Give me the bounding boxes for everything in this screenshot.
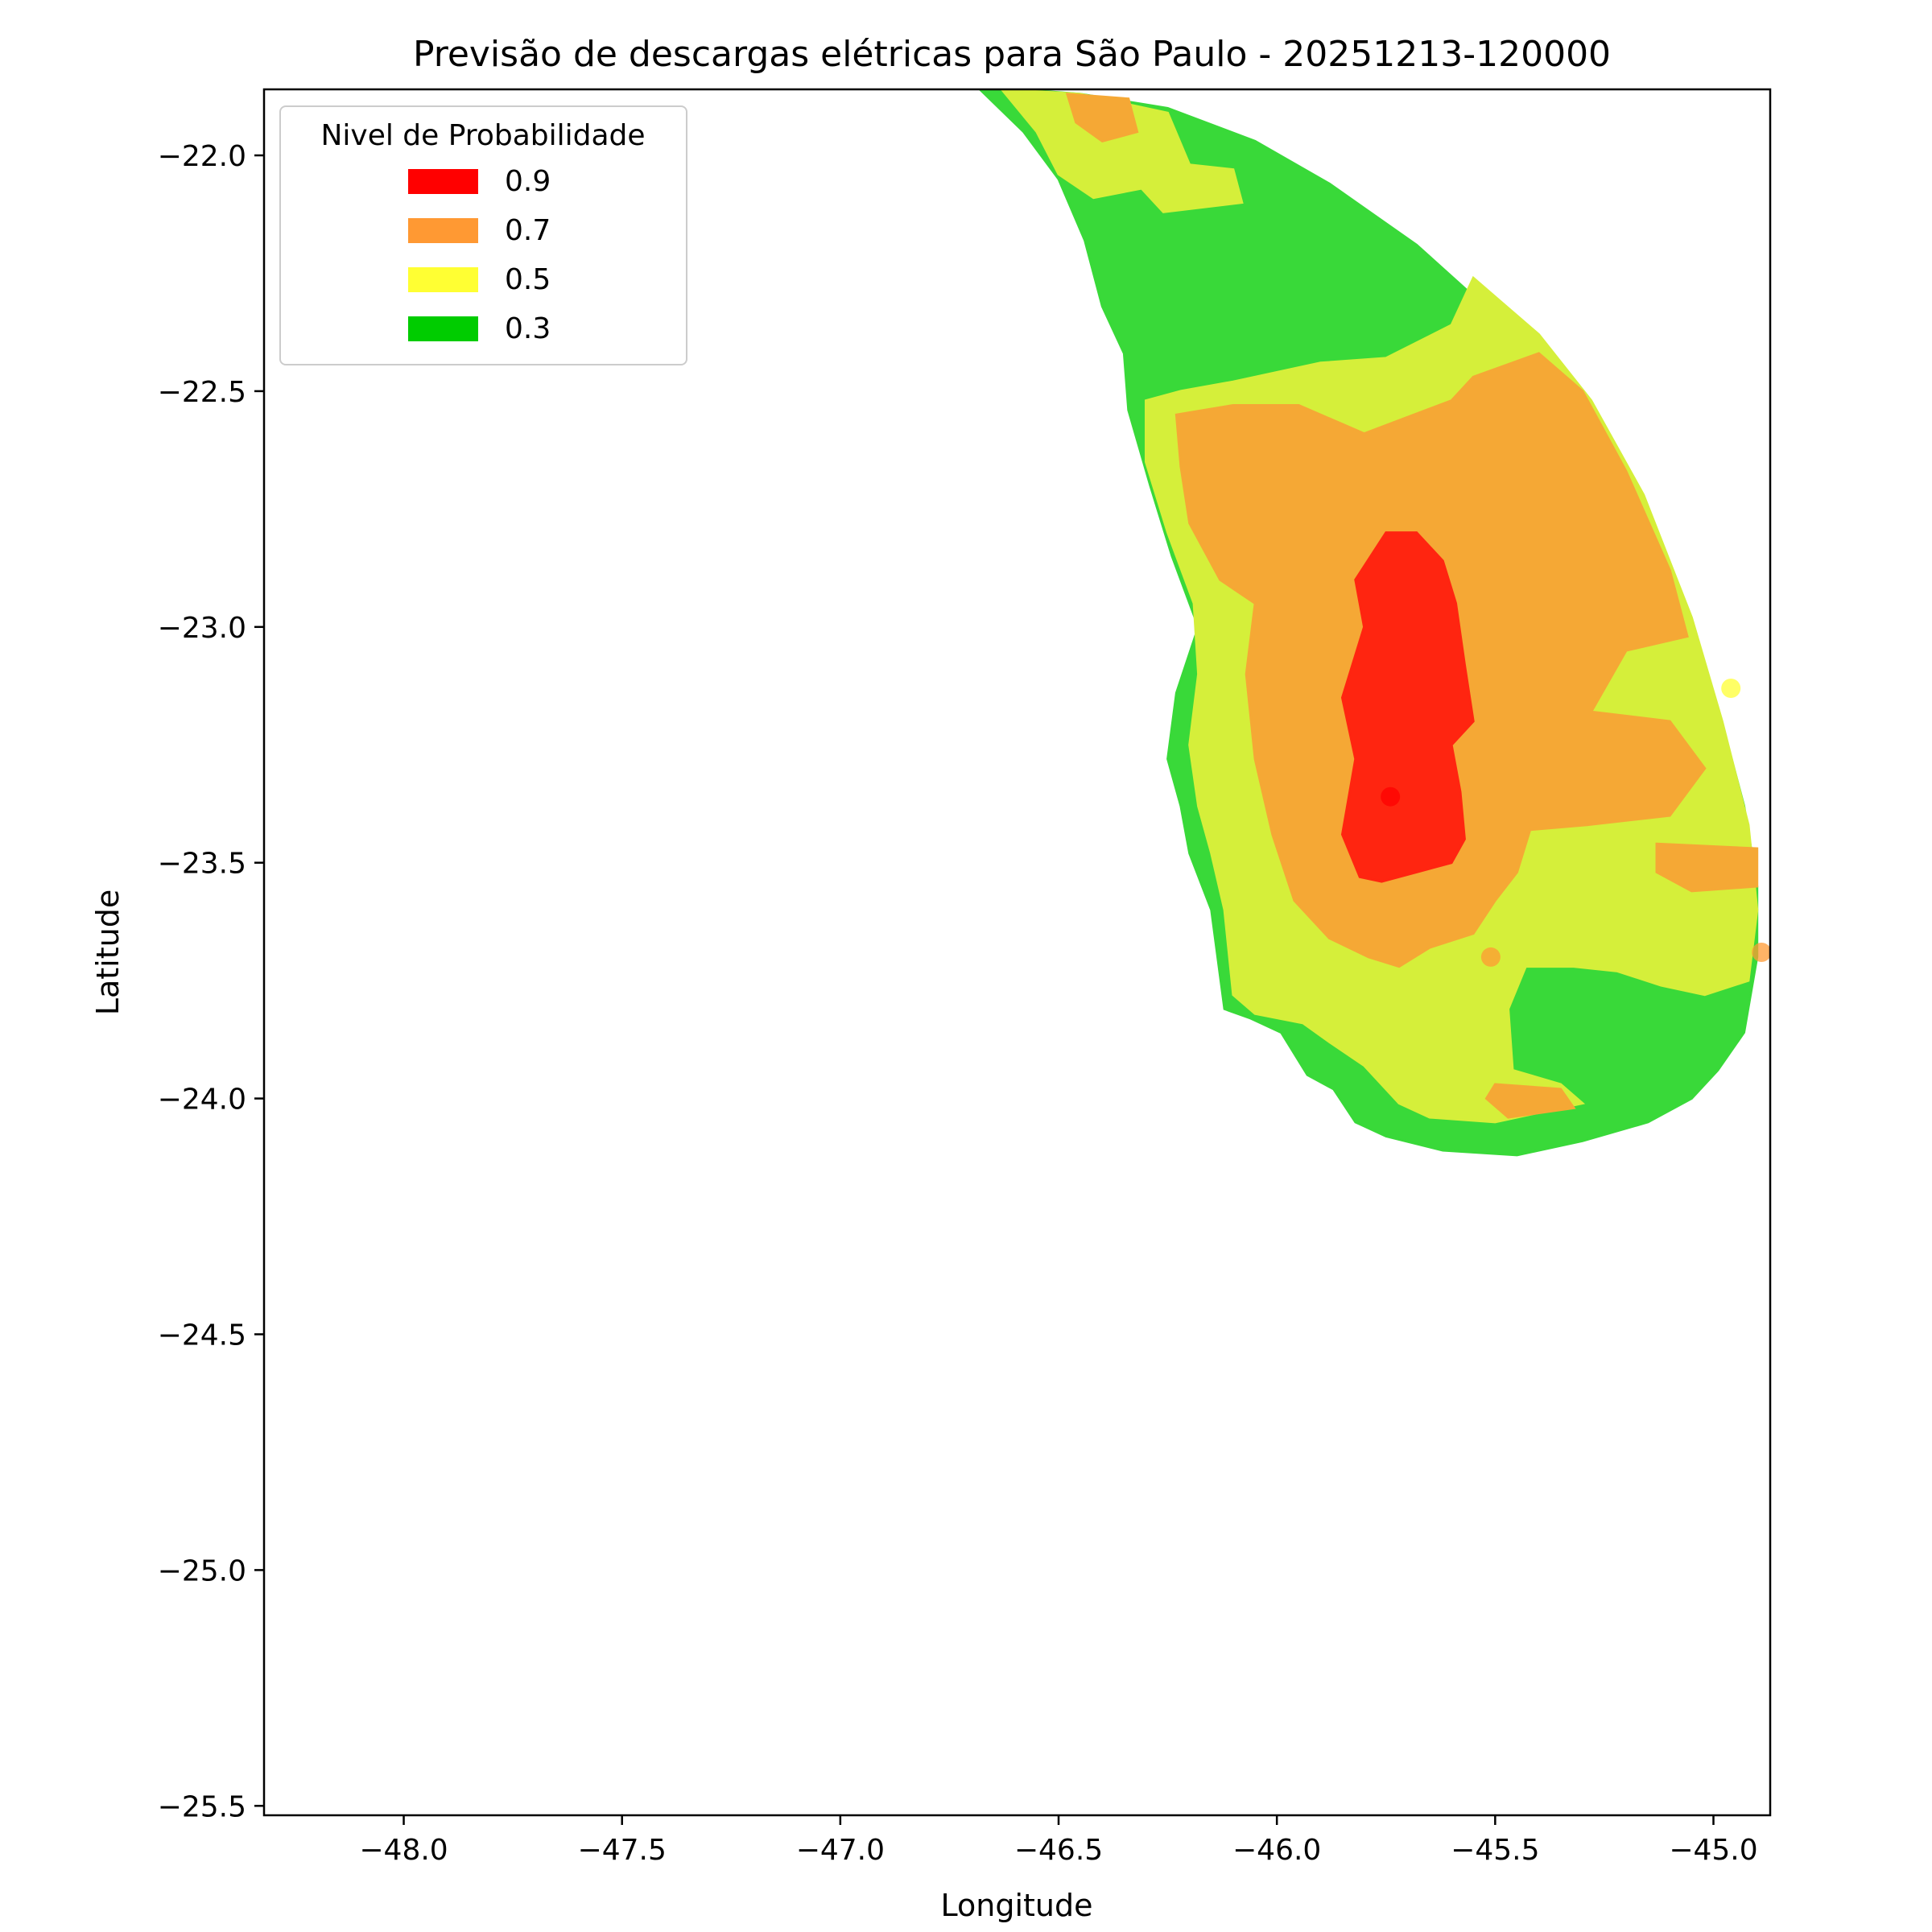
x-axis-label: Longitude <box>941 1888 1093 1923</box>
point-level-0-5-3 <box>1721 679 1741 698</box>
y-tick-label: −24.5 <box>158 1319 246 1352</box>
region-level-0-7-6 <box>1484 1083 1576 1119</box>
probability-points <box>1381 679 1770 967</box>
y-tick-label: −25.0 <box>158 1554 246 1587</box>
axes-frame <box>262 88 1772 1817</box>
x-axis-ticks: −48.0 −47.5 −47.0 −46.5 −46.0 −45.5 −45.0 <box>359 1815 1758 1867</box>
x-tick-label: −46.5 <box>1014 1834 1103 1867</box>
y-tick-label: −25.5 <box>158 1790 246 1823</box>
legend-label-0-5: 0.5 <box>505 263 551 296</box>
x-tick-label: −47.0 <box>796 1834 885 1867</box>
legend-label-0-9: 0.9 <box>505 165 551 198</box>
probability-regions <box>978 89 1759 1157</box>
plot-area <box>978 89 1770 1157</box>
chart-title: Previsão de descargas elétricas para São… <box>413 34 1611 75</box>
legend-swatch-0-9 <box>408 169 478 194</box>
point-level-0-7-2 <box>1752 943 1770 962</box>
legend: Nivel de Probabilidade 0.9 0.7 0.5 0.3 <box>279 105 687 365</box>
legend-label-0-3: 0.3 <box>505 312 551 345</box>
y-tick-label: −22.0 <box>158 140 246 173</box>
legend-swatch-0-7 <box>408 218 478 243</box>
point-level-0-9-0 <box>1381 786 1401 807</box>
y-axis-label: Latitude <box>90 890 126 1015</box>
x-tick-label: −46.0 <box>1232 1834 1321 1867</box>
x-tick-label: −45.5 <box>1451 1834 1539 1867</box>
y-tick-label: −22.5 <box>158 376 246 409</box>
region-level-0-9-7 <box>1340 531 1475 883</box>
region-level-0-5-1 <box>1000 89 1244 213</box>
legend-title: Nivel de Probabilidade <box>320 119 645 152</box>
region-level-0-7-5 <box>1655 842 1759 893</box>
legend-swatch-0-3 <box>408 316 478 341</box>
legend-box <box>279 105 687 365</box>
x-tick-label: −47.5 <box>578 1834 667 1867</box>
legend-swatch-0-5 <box>408 267 478 292</box>
legend-entries: 0.9 0.7 0.5 0.3 <box>408 165 551 345</box>
x-tick-label: −45.0 <box>1669 1834 1757 1867</box>
y-tick-label: −23.5 <box>158 848 246 881</box>
y-tick-label: −23.0 <box>158 612 246 645</box>
point-level-0-7-1 <box>1480 947 1501 967</box>
x-tick-label: −48.0 <box>359 1834 448 1867</box>
y-axis-ticks: −22.0 −22.5 −23.0 −23.5 −24.0 −24.5 −25.0 −25.5 <box>158 140 264 1823</box>
y-tick-label: −24.0 <box>158 1084 246 1117</box>
legend-label-0-7: 0.7 <box>505 214 551 247</box>
region-level-0-7-4 <box>1065 93 1139 143</box>
